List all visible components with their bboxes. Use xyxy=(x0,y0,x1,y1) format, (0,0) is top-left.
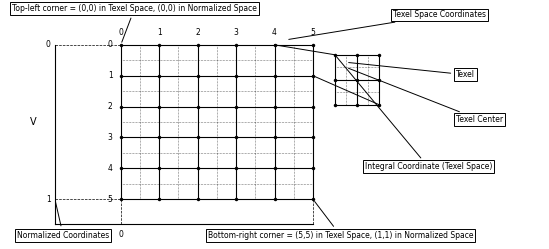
Text: Texel Space Coordinates: Texel Space Coordinates xyxy=(289,10,486,39)
Text: 4: 4 xyxy=(272,28,277,37)
Text: 1: 1 xyxy=(46,195,51,204)
Text: 1: 1 xyxy=(311,230,315,239)
Text: 3: 3 xyxy=(234,28,238,37)
Text: Integral Coordinate (Texel Space): Integral Coordinate (Texel Space) xyxy=(337,57,492,171)
Text: 0: 0 xyxy=(46,40,51,49)
Text: 5: 5 xyxy=(311,28,315,37)
Text: 0: 0 xyxy=(119,230,123,239)
Text: 1: 1 xyxy=(108,71,113,80)
Text: 3: 3 xyxy=(108,133,113,142)
Text: 1: 1 xyxy=(157,28,161,37)
Text: V: V xyxy=(30,117,36,127)
Text: 0: 0 xyxy=(119,28,123,37)
Text: 5: 5 xyxy=(108,195,113,204)
Text: Texel: Texel xyxy=(349,62,475,79)
Text: 4: 4 xyxy=(108,164,113,173)
Text: 2: 2 xyxy=(195,28,200,37)
Text: 2: 2 xyxy=(108,102,113,111)
Text: Texel Center: Texel Center xyxy=(349,68,503,124)
Text: 0: 0 xyxy=(108,40,113,49)
Text: U: U xyxy=(214,233,220,243)
Text: Top-left corner = (0,0) in Texel Space, (0,0) in Normalized Space: Top-left corner = (0,0) in Texel Space, … xyxy=(12,4,257,42)
Text: Normalized Coordinates: Normalized Coordinates xyxy=(17,202,109,240)
Text: Bottom-right corner = (5,5) in Texel Space, (1,1) in Normalized Space: Bottom-right corner = (5,5) in Texel Spa… xyxy=(208,201,473,240)
